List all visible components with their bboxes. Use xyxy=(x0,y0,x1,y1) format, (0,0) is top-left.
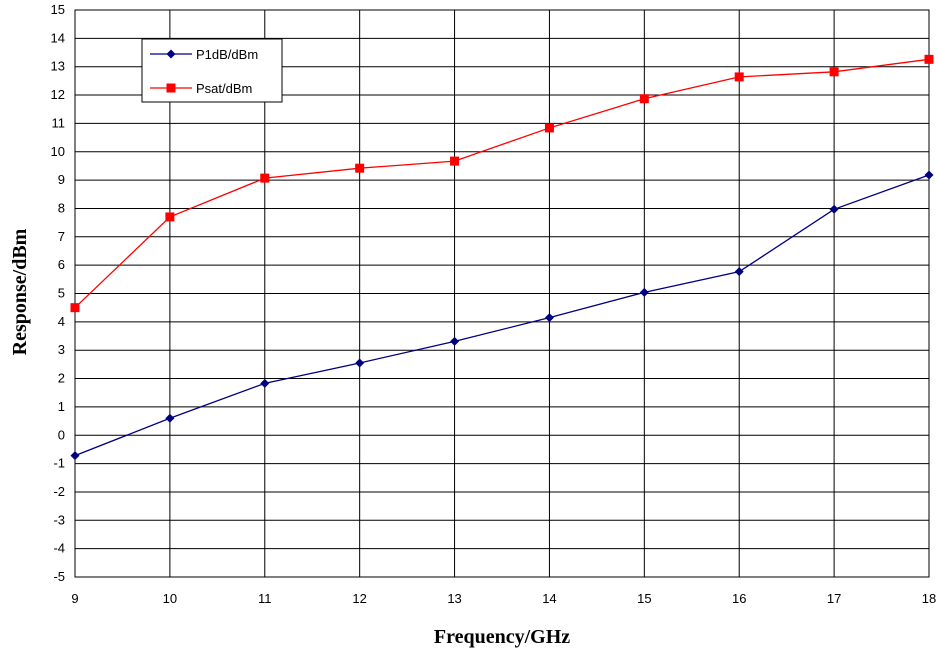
x-tick-label: 17 xyxy=(827,591,841,606)
data-point xyxy=(829,67,839,77)
y-tick-label: -1 xyxy=(53,456,65,471)
x-tick-label: 9 xyxy=(71,591,78,606)
y-tick-label: 3 xyxy=(58,342,65,357)
data-point xyxy=(450,336,460,346)
data-point xyxy=(639,287,649,297)
x-tick-label: 16 xyxy=(732,591,746,606)
y-tick-label: 14 xyxy=(51,30,65,45)
data-point xyxy=(355,358,365,368)
data-point xyxy=(70,451,80,461)
y-tick-label: 6 xyxy=(58,257,65,272)
x-tick-label: 15 xyxy=(637,591,651,606)
series-2 xyxy=(70,54,934,313)
data-point xyxy=(260,173,270,183)
y-tick-label: 5 xyxy=(58,286,65,301)
data-point xyxy=(734,72,744,82)
y-tick-label: -2 xyxy=(53,484,65,499)
y-tick-label: 10 xyxy=(51,144,65,159)
series-line xyxy=(74,174,930,457)
data-point xyxy=(165,212,175,222)
x-tick-label: 13 xyxy=(447,591,461,606)
y-tick-label: 15 xyxy=(51,2,65,17)
series-line xyxy=(74,58,930,309)
y-tick-label: -3 xyxy=(53,512,65,527)
x-tick-label: 12 xyxy=(352,591,366,606)
grid-lines xyxy=(74,9,930,578)
x-axis-title: Frequency/GHz xyxy=(434,626,570,648)
series-1 xyxy=(70,170,934,461)
y-tick-label: 13 xyxy=(51,59,65,74)
legend-label: P1dB/dBm xyxy=(196,47,258,62)
y-tick-label: 1 xyxy=(58,399,65,414)
data-point xyxy=(924,170,934,180)
y-tick-label: 2 xyxy=(58,371,65,386)
plot-area-frame xyxy=(74,9,930,578)
data-point xyxy=(734,267,744,277)
data-point xyxy=(260,378,270,388)
y-tick-label: 7 xyxy=(58,229,65,244)
y-tick-label: 12 xyxy=(51,87,65,102)
legend-box xyxy=(141,38,283,103)
x-tick-label: 14 xyxy=(542,591,556,606)
legend: P1dB/dBm Psat/dBm xyxy=(141,38,283,103)
data-point xyxy=(544,313,554,323)
data-point xyxy=(165,413,175,423)
y-tick-label: 0 xyxy=(58,427,65,442)
data-point xyxy=(70,303,80,313)
data-point xyxy=(639,94,649,104)
y-tick-label: 11 xyxy=(52,115,66,130)
x-tick-label: 11 xyxy=(258,591,272,606)
x-axis-tick-labels: 9 10 11 12 13 14 15 16 17 18 xyxy=(71,591,936,606)
y-tick-label: -4 xyxy=(53,541,65,556)
data-point xyxy=(450,156,460,166)
x-tick-label: 18 xyxy=(922,591,936,606)
series-layer xyxy=(70,54,934,461)
data-point xyxy=(544,123,554,133)
plot-border xyxy=(74,9,930,578)
y-tick-label: 4 xyxy=(58,314,65,329)
y-tick-label: 8 xyxy=(58,200,65,215)
legend-marker xyxy=(166,83,176,93)
legend-item: Psat/dBm xyxy=(150,81,252,96)
y-axis-title: Response/dBm xyxy=(9,228,31,355)
y-tick-label: -5 xyxy=(53,569,65,584)
y-tick-label: 9 xyxy=(58,172,65,187)
data-point xyxy=(355,163,365,173)
legend-item: P1dB/dBm xyxy=(150,47,258,62)
data-point xyxy=(829,204,839,214)
legend-label: Psat/dBm xyxy=(196,81,252,96)
x-tick-label: 10 xyxy=(163,591,177,606)
data-point xyxy=(924,54,934,64)
legend-marker xyxy=(166,49,176,59)
